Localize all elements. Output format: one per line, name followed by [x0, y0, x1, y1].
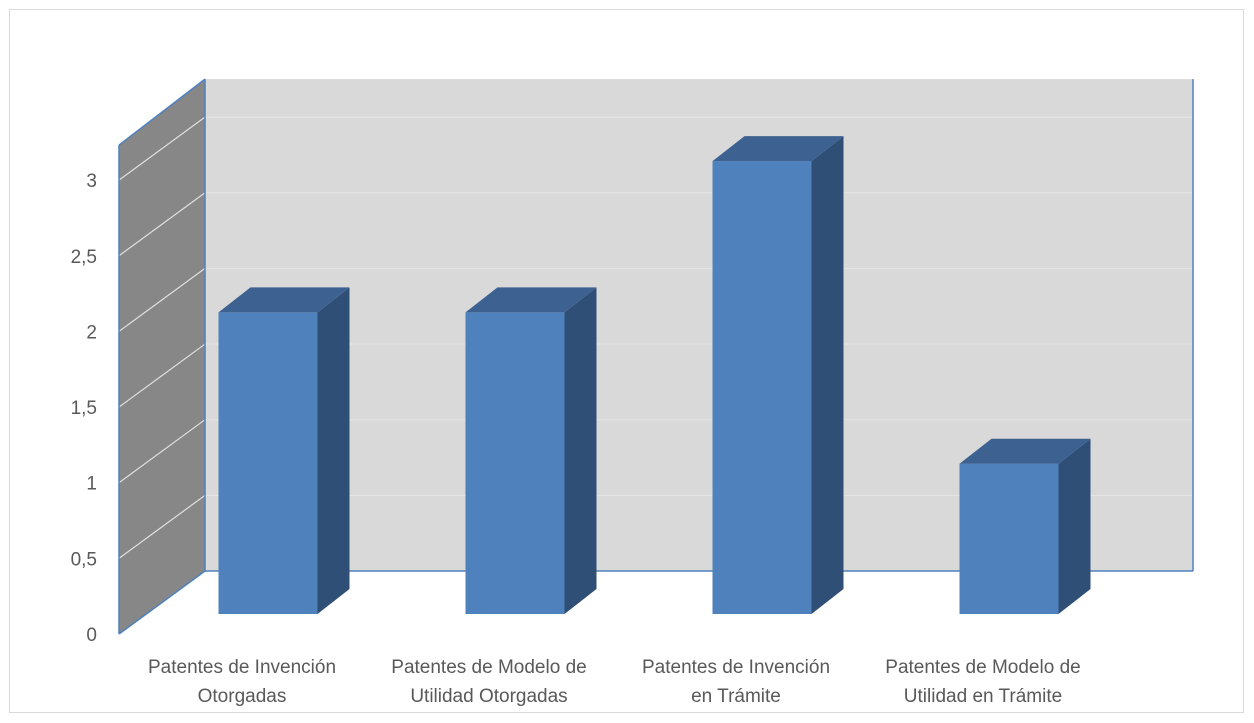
x-category-label-line: Utilidad Otorgadas — [410, 686, 567, 707]
y-tick-label: 0,5 — [71, 549, 97, 570]
back-wall-gridlines — [205, 116, 1193, 496]
floor-edge — [118, 570, 206, 635]
x-category-label-line: Patentes de Invención — [642, 657, 830, 678]
x-category-label-line: Utilidad en Trámite — [904, 686, 1062, 707]
y-tick-label: 2 — [86, 322, 97, 343]
bars — [218, 136, 1091, 614]
bar — [218, 287, 350, 614]
side-gridline — [118, 267, 206, 332]
bar-top — [959, 438, 1091, 464]
x-category-label: Patentes de Modelo de Utilidad en Trámite — [885, 657, 1080, 707]
x-category-label-line: Otorgadas — [198, 686, 287, 707]
y-tick-label: 3 — [86, 171, 97, 192]
side-gridline — [118, 116, 206, 181]
bar-front — [218, 312, 318, 614]
y-tick-label: 1 — [86, 474, 97, 495]
y-tick-label: 2,5 — [71, 247, 97, 268]
x-category-label: Patentes de Invención en Trámite — [642, 657, 830, 707]
bar-top — [712, 136, 844, 162]
y-axis-tick-labels: 0 0,5 1 1,5 2 2,5 3 — [71, 171, 97, 646]
bar-side — [564, 287, 597, 614]
bar-side — [317, 287, 350, 614]
bar — [712, 136, 844, 614]
bar-front — [959, 463, 1059, 614]
side-gridline — [118, 494, 206, 559]
x-category-label: Patentes de Modelo de Utilidad Otorgadas — [391, 657, 586, 707]
side-wall — [119, 79, 205, 635]
bar — [465, 287, 597, 614]
side-wall-top-edge — [118, 78, 206, 146]
bar-side — [1058, 438, 1091, 614]
bar-top — [218, 287, 350, 313]
bar-side — [811, 136, 844, 614]
side-gridline — [118, 343, 206, 408]
x-category-label-line: Patentes de Invención — [148, 657, 336, 678]
bar — [959, 438, 1091, 614]
bar-top — [465, 287, 597, 313]
y-tick-label: 1,5 — [71, 398, 97, 419]
side-wall-gridlines — [118, 116, 206, 559]
y-tick-label: 0 — [86, 625, 97, 646]
x-category-label: Patentes de Invención Otorgadas — [148, 657, 336, 707]
x-category-label-line: en Trámite — [691, 686, 781, 707]
side-gridline — [118, 419, 206, 484]
x-category-label-line: Patentes de Modelo de — [391, 657, 586, 678]
bar-front — [465, 312, 565, 614]
side-gridline — [118, 192, 206, 257]
x-category-label-line: Patentes de Modelo de — [885, 657, 1080, 678]
bar-front — [712, 161, 812, 614]
